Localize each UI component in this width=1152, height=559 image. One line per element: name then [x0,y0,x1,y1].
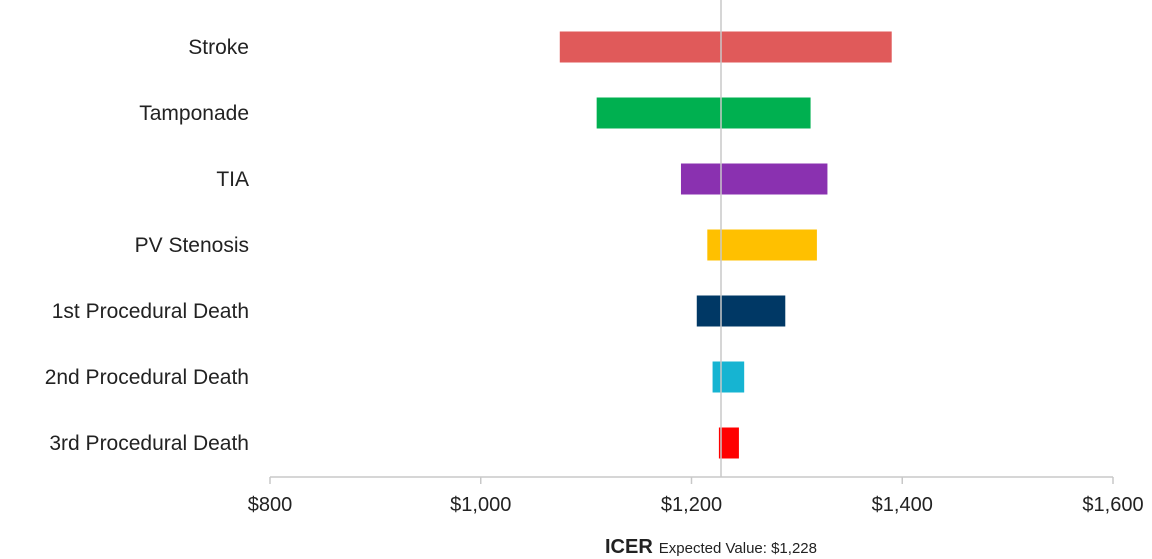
category-label: Tamponade [139,102,249,125]
bars-group [559,31,892,459]
category-label: TIA [216,168,249,191]
x-tick-label: $1,200 [661,494,722,516]
category-label: PV Stenosis [135,234,249,257]
x-axis-title: ICER Expected Value: $1,228 [0,536,1152,559]
bar-tia [680,163,828,195]
x-tick-label: $1,600 [1082,494,1143,516]
bar-stroke [559,31,892,63]
category-label: 1st Procedural Death [52,300,249,323]
bar-pv-stenosis [707,229,817,261]
x-axis-label: ICER [605,536,653,558]
x-axis-ticks: $800 $1,000 $1,200 $1,400 $1,600 [248,477,1144,516]
category-label: 2nd Procedural Death [45,366,249,389]
bar-1st-procedural-death [696,295,786,327]
bar-2nd-procedural-death [712,361,745,393]
expected-value-note: Expected Value: $1,228 [658,540,817,557]
bar-3rd-procedural-death [718,427,739,459]
category-label: Stroke [188,36,249,59]
x-tick-label: $1,000 [450,494,511,516]
x-tick-label: $800 [248,494,293,516]
bar-tamponade [596,97,811,129]
category-labels: Stroke Tamponade TIA PV Stenosis 1st Procedu… [45,36,249,455]
x-tick-label: $1,400 [872,494,933,516]
category-label: 3rd Procedural Death [49,432,249,455]
